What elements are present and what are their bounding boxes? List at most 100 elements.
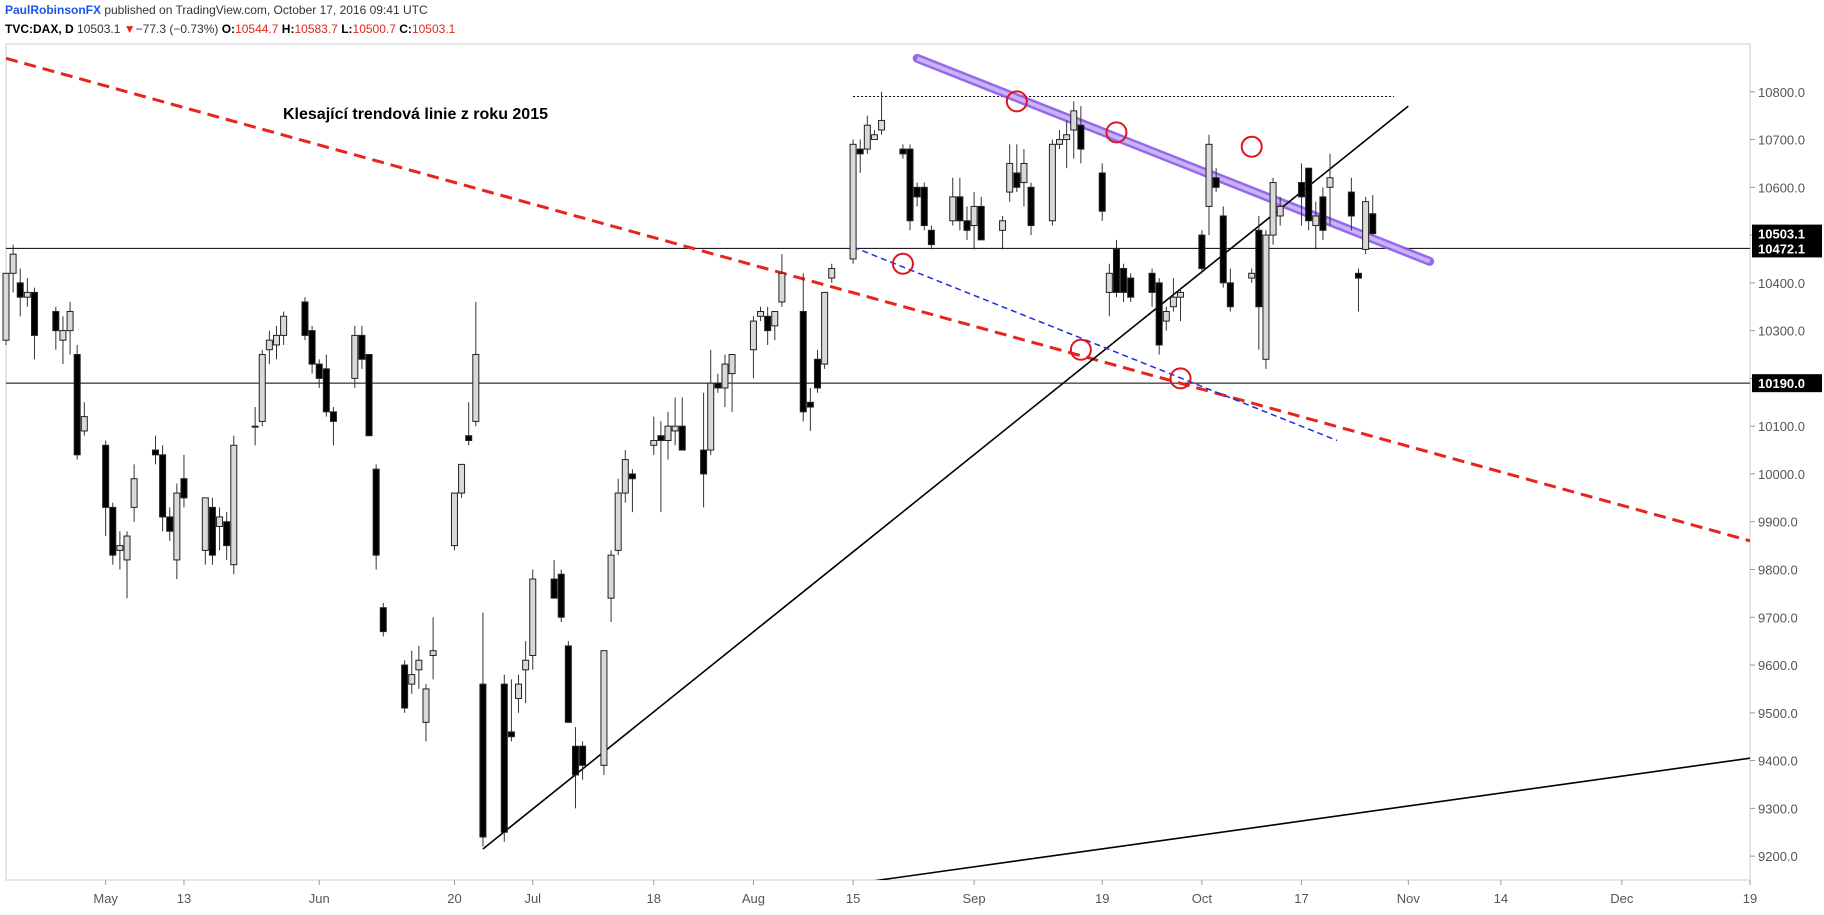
- candle-up: [351, 334, 359, 379]
- y-tick-label: 10400.0: [1758, 276, 1805, 291]
- candle-down: [628, 473, 636, 480]
- y-tick-label: 10700.0: [1758, 133, 1805, 148]
- candle-up: [1262, 234, 1270, 360]
- candle-up: [123, 535, 131, 561]
- candles: [2, 91, 1377, 847]
- candle-down: [401, 664, 409, 709]
- candle-up: [230, 444, 238, 566]
- candle-down: [1120, 268, 1128, 293]
- candle-up: [1362, 201, 1370, 250]
- time-axis: May 13 Jun 20 Jul 18 Aug 15 Sep 19 Oct 17 Nov 14 Dec 19: [93, 880, 1757, 906]
- candle-down: [1198, 234, 1206, 270]
- support-trendline: [482, 105, 1409, 850]
- candle-up: [80, 416, 88, 432]
- candle-up: [201, 497, 209, 551]
- candle-down: [109, 506, 117, 556]
- highlight-circle: [1105, 121, 1128, 144]
- candle-up: [408, 674, 416, 685]
- plot-area[interactable]: [5, 43, 1751, 881]
- y-tick-label: 9600.0: [1758, 658, 1798, 673]
- x-tick-label: Dec: [1610, 891, 1634, 906]
- price-axis: 10800.010700.010600.010500.010400.010300…: [1750, 85, 1805, 864]
- candle-down: [1098, 172, 1106, 212]
- price-tag-label: 10503.1: [1758, 227, 1805, 242]
- y-tick-label: 9900.0: [1758, 515, 1798, 530]
- candle-up: [272, 334, 280, 346]
- x-tick-label: 17: [1294, 891, 1308, 906]
- low-value: 10500.7: [352, 22, 396, 36]
- low-label: L:: [341, 22, 353, 36]
- candle-up: [258, 354, 266, 422]
- candle-down: [465, 435, 473, 442]
- candle-down: [308, 330, 316, 365]
- x-tick-label: 20: [447, 891, 461, 906]
- candle-down: [73, 354, 81, 456]
- y-tick-label: 9400.0: [1758, 754, 1798, 769]
- candle-up: [1048, 143, 1056, 222]
- candle-down: [764, 315, 772, 332]
- candle-down: [678, 425, 686, 451]
- candle-up: [415, 659, 423, 671]
- candle-up: [1269, 182, 1277, 236]
- candle-down: [813, 358, 821, 389]
- price-tag-box: [1752, 239, 1822, 258]
- candle-up: [828, 268, 836, 279]
- candle-down: [315, 363, 323, 379]
- highlight-circles: [891, 90, 1263, 390]
- candle-down: [151, 449, 159, 456]
- candle-down: [956, 196, 964, 222]
- candle-down: [906, 148, 914, 222]
- candle-up: [600, 650, 608, 766]
- trendline-annotation: Klesající trendová linie z roku 2015: [283, 106, 548, 123]
- candle-up: [450, 492, 458, 547]
- y-tick-label: 10100.0: [1758, 419, 1805, 434]
- candle-down: [1027, 186, 1035, 227]
- symbol-label[interactable]: TVC:DAX, D: [5, 22, 74, 36]
- highlight-circle: [1169, 367, 1192, 390]
- candle-down: [166, 516, 174, 532]
- candle-down: [1219, 215, 1227, 284]
- y-tick-label: 10000.0: [1758, 467, 1805, 482]
- candle-down: [920, 186, 928, 227]
- candle-down: [329, 411, 337, 422]
- candle-down: [1369, 213, 1377, 235]
- candle-up: [1006, 162, 1014, 193]
- candle-down: [379, 607, 387, 633]
- x-tick-label: 19: [1743, 891, 1757, 906]
- candle-up: [216, 516, 224, 527]
- candle-up: [265, 339, 273, 351]
- x-tick-label: Jun: [309, 891, 330, 906]
- candle-down: [479, 683, 487, 838]
- candle-down: [571, 745, 579, 776]
- price-tag-label: 10472.1: [1758, 241, 1805, 256]
- candle-up: [778, 272, 786, 303]
- candle-up: [721, 363, 729, 389]
- trendlines: [6, 53, 1750, 880]
- candle-down: [557, 573, 565, 618]
- candle-up: [1020, 162, 1028, 184]
- candle-up: [671, 425, 679, 432]
- author-link[interactable]: PaulRobinsonFX: [5, 3, 101, 17]
- last-price: 10503.1: [77, 22, 121, 36]
- candle-down: [1305, 167, 1313, 222]
- candle-up: [614, 492, 622, 551]
- x-tick-label: 14: [1494, 891, 1508, 906]
- candle-down: [1148, 272, 1156, 293]
- candle-down: [1226, 282, 1234, 308]
- price-tag-box: [1752, 224, 1822, 243]
- candle-down: [856, 148, 864, 155]
- price-change: −77.3 (−0.73%): [135, 22, 219, 36]
- channel-resistance-inner: [916, 56, 1431, 264]
- horizontal-lines: [6, 96, 1750, 384]
- y-tick-label: 9700.0: [1758, 610, 1798, 625]
- trendline-2015: [6, 56, 1750, 543]
- candle-up: [949, 196, 957, 222]
- candle-up: [515, 683, 523, 699]
- candle-up: [280, 315, 288, 336]
- candle-down: [1155, 282, 1163, 346]
- candle-up: [130, 478, 138, 508]
- candle-down: [550, 578, 558, 599]
- candle-down: [913, 186, 921, 198]
- highlight-circle: [891, 252, 914, 275]
